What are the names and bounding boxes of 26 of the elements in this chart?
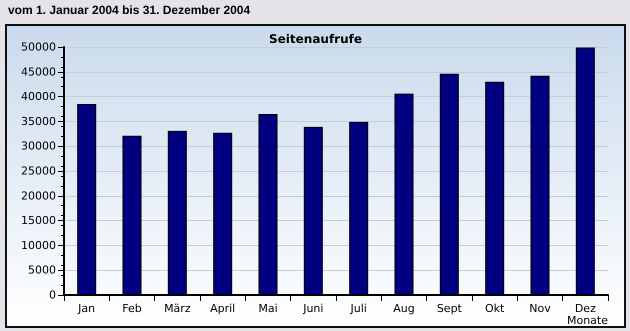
chart-subtitle: vom 1. Januar 2004 bis 31. Dezember 2004	[8, 3, 250, 17]
x-tick-label: Nov	[529, 302, 552, 315]
chart-title: Seitenaufrufe	[269, 32, 362, 46]
y-tick-label: 40000	[21, 90, 56, 104]
y-tick-label: 30000	[21, 140, 56, 153]
x-tick-label: Jan	[77, 302, 96, 315]
x-tick-label: Okt	[484, 302, 506, 315]
x-tick-label: Mai	[258, 302, 278, 315]
y-tick-label: 5000	[28, 264, 56, 277]
y-tick-label: 35000	[21, 114, 56, 128]
y-tick-label: 15000	[21, 214, 56, 228]
x-axis-title: Monate	[566, 314, 608, 327]
x-tick-label: Aug	[393, 302, 415, 315]
y-tick-label: 45000	[21, 65, 56, 78]
y-tick-label: 50000	[21, 40, 56, 54]
y-tick-label: 20000	[21, 189, 56, 202]
y-tick-label: 10000	[21, 238, 56, 252]
y-tick-label: 25000	[21, 164, 56, 178]
x-tick-label: Sept	[436, 302, 463, 315]
y-tick-label: 0	[49, 288, 56, 302]
x-tick-label: Feb	[122, 302, 142, 315]
x-tick-label: April	[210, 302, 236, 315]
x-tick-label: Dez	[574, 302, 596, 315]
x-tick-label: März	[164, 302, 191, 315]
x-tick-label: Juni	[302, 302, 324, 315]
x-tick-label: Juli	[350, 302, 367, 315]
